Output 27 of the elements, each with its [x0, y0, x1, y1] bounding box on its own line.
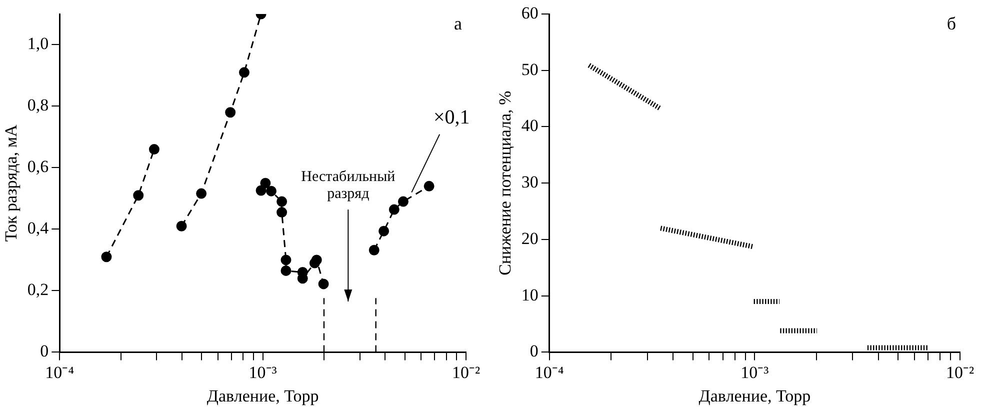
- x-tick-label: 10⁻⁴: [45, 362, 74, 382]
- y-axis-title: Ток разряда, мА: [2, 124, 21, 242]
- y-tick-label: 30: [521, 172, 538, 192]
- y-tick-label: 0,6: [27, 157, 49, 176]
- y-tick-label: 10: [521, 285, 538, 304]
- y-tick-label: 60: [521, 3, 538, 22]
- x-tick-label: 10⁻²: [452, 362, 480, 382]
- x-tick-label: 10⁻⁴: [534, 362, 564, 382]
- annotation: а: [454, 14, 462, 34]
- x-tick-label: 10⁻²: [946, 362, 974, 382]
- x-axis-title: Давление, Торр: [698, 386, 811, 406]
- y-tick-label: 0: [40, 342, 49, 361]
- y-tick-label: 0,8: [27, 96, 49, 115]
- y-tick-label: 20: [521, 228, 538, 248]
- annotation: б: [946, 14, 956, 34]
- annotation: ×0,1: [433, 106, 470, 129]
- y-tick-label: 1,0: [27, 34, 49, 54]
- y-tick-label: 0,4: [27, 218, 50, 238]
- x-tick-label: 10⁻³: [740, 362, 769, 382]
- y-axis-title: Снижение потенциала, %: [496, 90, 515, 276]
- y-tick-label: 50: [521, 60, 538, 79]
- y-tick-label: 0,2: [27, 280, 49, 300]
- y-tick-label: 0: [530, 342, 538, 361]
- x-axis-title: Давление, Торр: [206, 386, 319, 406]
- annotation: Нестабильный разряд: [301, 169, 396, 202]
- x-tick-label: 10⁻³: [248, 362, 277, 382]
- y-tick-label: 40: [521, 116, 538, 136]
